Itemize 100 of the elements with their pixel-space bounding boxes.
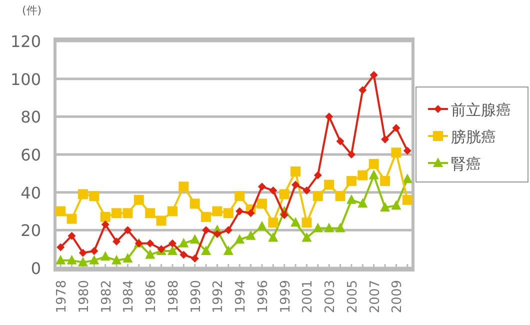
point <box>314 171 322 180</box>
point <box>89 254 100 264</box>
point <box>112 238 121 246</box>
point <box>146 239 154 248</box>
point <box>256 220 267 230</box>
point <box>234 234 245 244</box>
point <box>212 206 222 216</box>
point <box>290 217 301 227</box>
point <box>236 207 244 216</box>
y-tick-label: 20 <box>20 221 41 240</box>
point <box>402 194 412 205</box>
point <box>180 250 188 259</box>
point <box>168 239 176 248</box>
point <box>325 112 334 121</box>
x-tick-label: 2009 <box>390 280 406 314</box>
point <box>145 208 156 218</box>
point <box>258 182 266 191</box>
point <box>178 182 189 192</box>
point <box>78 189 88 200</box>
x-tick-label: 1994 <box>234 280 249 314</box>
point <box>392 124 400 132</box>
point <box>381 135 390 144</box>
point <box>178 238 189 248</box>
y-tick-label: 80 <box>20 108 41 127</box>
point <box>335 222 346 232</box>
point <box>391 200 402 210</box>
point <box>324 180 334 190</box>
x-tick-label: 1984 <box>122 280 137 314</box>
point <box>101 220 110 228</box>
point <box>324 222 334 232</box>
point <box>190 198 200 209</box>
point <box>358 170 368 180</box>
point <box>223 208 234 218</box>
point <box>256 198 267 209</box>
point <box>269 186 278 194</box>
point <box>66 254 77 264</box>
point <box>56 254 66 264</box>
point <box>190 234 200 244</box>
point <box>100 251 110 261</box>
point <box>391 148 402 158</box>
point <box>279 189 290 200</box>
point <box>358 198 368 208</box>
legend-label: 膀胱癌 <box>451 128 496 146</box>
point <box>156 216 166 226</box>
x-tick-label: 1980 <box>76 280 92 314</box>
point <box>380 176 390 186</box>
point <box>56 243 65 252</box>
point <box>347 150 356 158</box>
x-tick-label: 2003 <box>323 280 338 314</box>
point <box>223 245 234 255</box>
x-tick-label: 1996 <box>256 280 271 314</box>
x-tick-label: 2007 <box>368 280 383 314</box>
point <box>302 232 312 242</box>
point <box>66 214 77 224</box>
point <box>358 86 367 94</box>
point <box>124 226 132 234</box>
y-axis-title: (件) <box>22 4 42 17</box>
point <box>380 202 390 212</box>
point <box>78 256 88 266</box>
point <box>213 230 222 238</box>
point <box>167 206 178 216</box>
point <box>292 180 300 189</box>
x-tick-label: 1986 <box>144 280 160 314</box>
x-tick-label: 1992 <box>211 280 226 314</box>
point <box>335 191 346 202</box>
point <box>100 212 110 222</box>
x-tick-label: 1982 <box>99 280 114 314</box>
x-tick-label: 1990 <box>188 280 204 314</box>
point <box>89 191 100 202</box>
x-tick-label: 1988 <box>166 280 182 314</box>
y-tick-label: 100 <box>10 70 41 89</box>
point <box>246 209 255 218</box>
point <box>224 226 232 234</box>
point <box>402 174 412 184</box>
point <box>112 208 122 218</box>
legend-label: 前立腺癌 <box>451 101 511 119</box>
legend-label: 腎癌 <box>451 155 481 173</box>
point <box>201 245 212 255</box>
x-tick-label: 1999 <box>278 280 294 314</box>
point <box>268 218 278 228</box>
point <box>134 194 144 205</box>
point <box>234 191 245 202</box>
point <box>268 232 278 242</box>
x-tick-label: 2001 <box>300 280 316 314</box>
y-tick-label: 60 <box>20 146 41 164</box>
point <box>68 232 76 240</box>
point <box>190 254 199 263</box>
point <box>167 245 178 255</box>
point <box>336 137 344 146</box>
point <box>370 71 378 80</box>
point <box>280 211 288 220</box>
y-tick-label: 0 <box>30 259 41 278</box>
y-tick-label: 40 <box>20 183 41 202</box>
point <box>368 170 379 180</box>
point <box>122 253 133 263</box>
point <box>346 194 356 204</box>
point <box>112 254 122 264</box>
point <box>246 230 256 240</box>
point <box>312 191 323 202</box>
point <box>290 166 301 177</box>
